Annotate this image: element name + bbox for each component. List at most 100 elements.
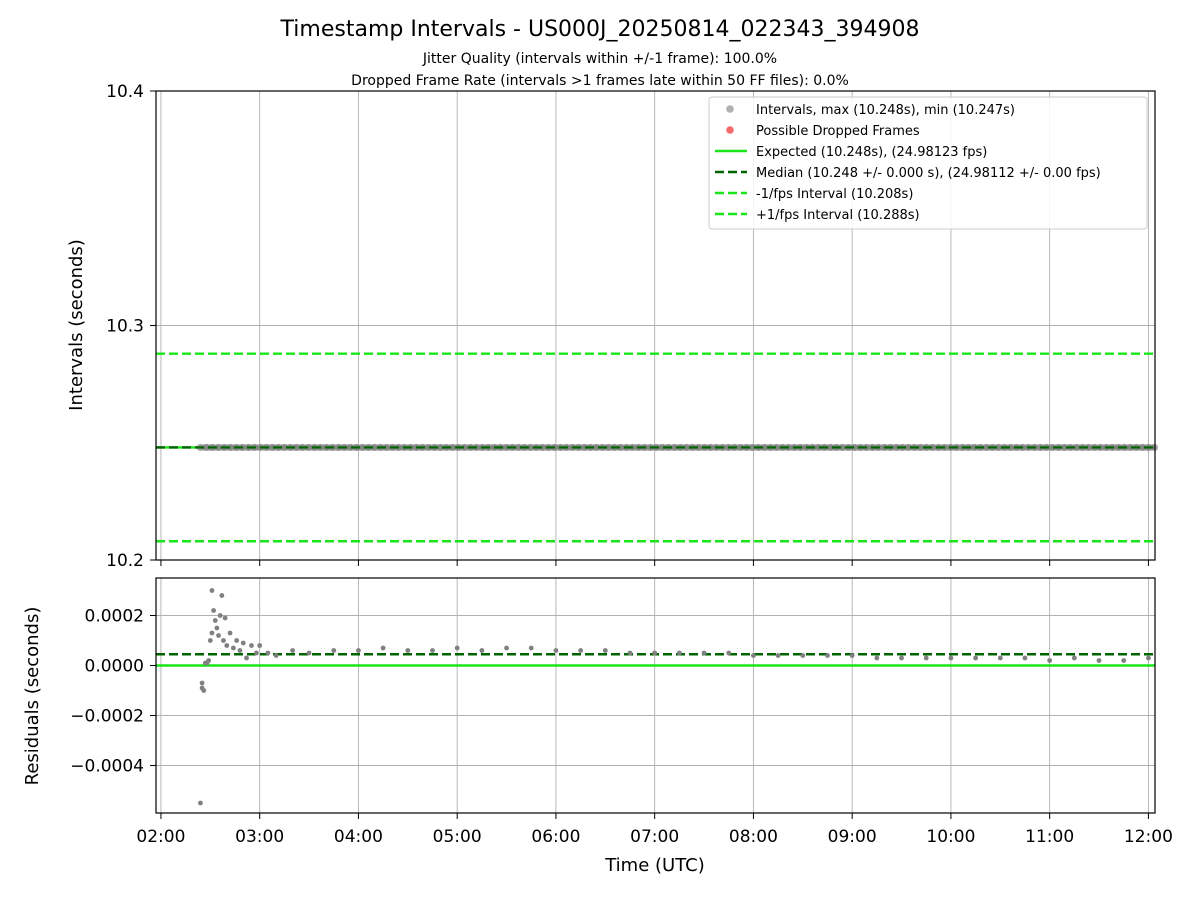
bottom-panel-grid [156,578,1155,813]
bottom-xtick-label: 11:00 [1025,827,1074,847]
intervals-point [1048,443,1057,452]
residual-point [775,653,781,658]
intervals-point [748,443,757,452]
intervals-point [670,443,679,452]
top-ytick-label: 10.4 [106,82,144,102]
bottom-panel-y-ticks: 0.0002 0.0000 −0.0002 −0.0004 [70,607,156,777]
intervals-point [346,443,355,452]
residual-point [430,648,435,653]
intervals-point [760,443,769,452]
intervals-point [850,443,859,452]
residual-point [198,800,203,806]
intervals-point [538,443,547,452]
bottom-ytick-label: −0.0002 [70,707,144,727]
bottom-ytick-label: 0.0000 [85,657,144,677]
residual-point [253,650,259,656]
residual-point [454,645,460,651]
intervals-point [226,443,235,452]
bottom-panel-frame [155,577,1156,814]
residual-point [221,638,226,643]
intervals-point [304,443,313,452]
residual-point [627,650,633,656]
bottom-xtick-label: 08:00 [729,827,778,847]
intervals-point [370,443,379,452]
intervals-point [1060,443,1069,452]
residual-point [825,653,830,658]
intervals-point [436,443,445,452]
intervals-point [382,443,391,452]
residual-point [227,630,233,636]
intervals-point [214,443,223,452]
top-y-axis-label: Intervals (seconds) [66,239,87,411]
intervals-point [736,443,745,452]
bottom-xtick-label: 04:00 [334,827,383,847]
residual-point [209,630,215,636]
legend-entry-label: Possible Dropped Frames [756,124,920,139]
intervals-point [502,443,511,452]
intervals-point [514,443,523,452]
intervals-point [1138,443,1147,452]
residual-point [211,608,217,613]
legend-box [708,96,1148,230]
residual-point [273,653,279,658]
residual-point [199,680,205,686]
legend-marker-dot [726,105,734,113]
intervals-point [694,443,703,452]
intervals-point [460,443,469,452]
residual-point [479,648,485,653]
residual-point [1071,655,1077,661]
intervals-point [448,443,457,452]
residual-point [201,688,207,693]
residual-point [207,638,213,643]
intervals-point [1072,443,1081,452]
legend-entry-label: -1/fps Interval (10.208s) [756,187,913,202]
bottom-xtick-label: 05:00 [433,827,482,847]
residual-point [217,613,223,618]
intervals-point [916,443,925,452]
residual-point [244,655,249,661]
legend-entry-label: Expected (10.248s), (24.98123 fps) [756,145,987,160]
residual-point [874,655,880,661]
residual-point [751,653,756,658]
intervals-point [970,443,979,452]
residual-point [206,658,212,663]
residual-point [676,650,682,656]
intervals-point [526,443,535,452]
residual-point [290,648,296,653]
top-panel-x-ticks [160,560,1149,566]
top-ytick-label: 10.2 [106,551,144,571]
residual-point [214,625,220,631]
residual-point [504,645,509,651]
residual-point [701,650,707,656]
intervals-point [826,443,835,452]
jitter-quality-subtitle: Jitter Quality (intervals within +/-1 fr… [422,51,777,67]
residual-point [997,655,1003,661]
intervals-point [202,443,211,452]
residual-point [331,648,337,653]
intervals-point [772,443,781,452]
residual-point [602,648,608,653]
residual-point [222,615,228,621]
intervals-point [814,443,823,452]
intervals-point [604,443,613,452]
dropped-frame-rate-subtitle: Dropped Frame Rate (intervals >1 frames … [351,73,849,89]
intervals-point [1126,443,1135,452]
residual-point [405,648,411,653]
intervals-point [580,443,589,452]
legend-entry-label: Median (10.248 +/- 0.000 s), (24.98112 +… [756,166,1101,181]
residual-point [578,648,584,653]
legend-entry-label: +1/fps Interval (10.288s) [756,208,920,223]
top-panel-y-ticks: 10.2 10.3 10.4 [106,82,156,571]
bottom-xtick-label: 06:00 [531,827,580,847]
intervals-point [928,443,937,452]
residual-point [257,643,263,648]
bottom-xtick-label: 03:00 [235,827,284,847]
intervals-point [268,443,277,452]
x-axis-label: Time (UTC) [604,855,705,876]
bottom-xtick-label: 02:00 [136,827,185,847]
residual-point [849,653,855,658]
intervals-point [358,443,367,452]
residual-point [306,650,312,656]
residual-point [528,645,534,651]
